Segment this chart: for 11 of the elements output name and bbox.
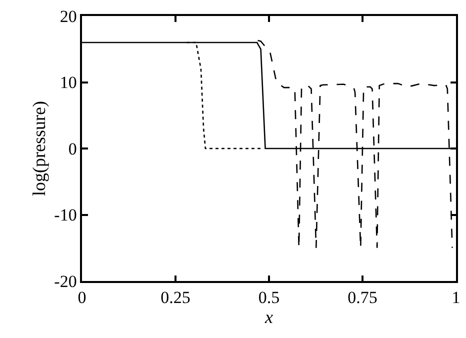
y-tick-label: -20 [54,272,77,291]
y-tick-label: -10 [54,206,77,225]
y-tick-label: 20 [60,6,77,26]
y-tick-label: 10 [60,73,77,92]
x-tick-label: 1 [452,288,460,308]
x-tick-label: 0.5 [258,288,280,308]
y-tick-label: 0 [68,139,77,158]
x-tick-label: 0.25 [160,288,190,308]
x-axis-title: x [264,307,273,328]
y-axis-title: log(pressure) [28,101,49,196]
x-tick-label: 0.75 [348,288,378,308]
